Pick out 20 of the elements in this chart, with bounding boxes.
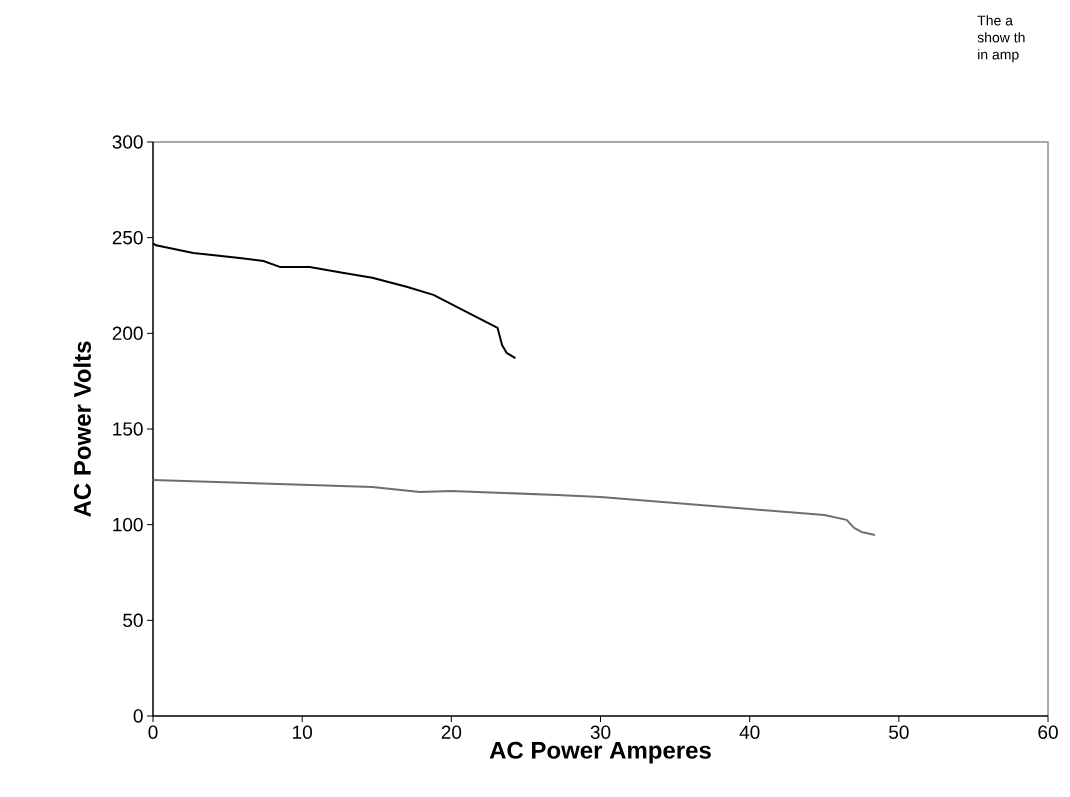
text: The a [977,15,1013,26]
y-tick-label: 0 [133,709,143,723]
y-tick-label: 150 [113,422,143,436]
y-tick-label: 300 [112,135,143,149]
x-tick-label: 60 [1038,725,1058,739]
line-series [152,478,876,536]
x-tick-label: 0 [148,725,158,739]
y-tick-label: 250 [112,230,143,245]
y-tick-label: 100 [113,517,143,532]
x-tick-label: 10 [293,725,312,739]
y-tick-label: 200 [112,326,143,341]
text: show th [977,32,1025,43]
x-axis-title: AC Power Amperes [489,741,711,764]
x-tick-label: 40 [739,725,760,739]
x-tick-label: 30 [590,725,611,739]
x-tick-label: 20 [441,725,462,739]
text: in amp [978,49,1019,63]
y-axis-title: AC Power Volts [73,341,91,517]
x-tick-label: 50 [889,725,909,739]
y-tick-label: 50 [123,613,143,628]
